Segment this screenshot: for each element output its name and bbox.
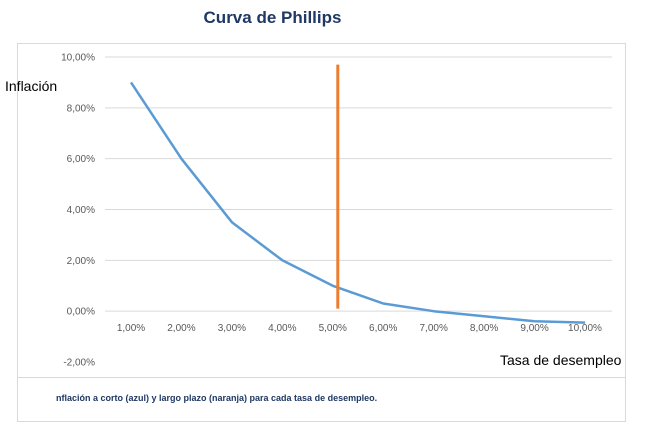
x-tick-label: 6,00% xyxy=(369,323,397,334)
short-run-curve xyxy=(129,81,586,324)
x-tick-label: 5,00% xyxy=(319,323,347,334)
y-tick-label: 8,00% xyxy=(67,103,95,114)
x-tick-label: 9,00% xyxy=(520,323,548,334)
chart-title: Curva de Phillips xyxy=(203,8,342,27)
chart-caption: nflación a corto (azul) y largo plazo (n… xyxy=(56,393,378,403)
x-tick-label: 10,00% xyxy=(568,323,602,334)
y-tick-label: -2,00% xyxy=(63,358,95,369)
x-tick-label: 2,00% xyxy=(167,323,195,334)
y-tick-label: 6,00% xyxy=(67,154,95,165)
y-tick-label: 10,00% xyxy=(61,53,95,64)
x-tick-label: 4,00% xyxy=(268,323,296,334)
y-tick-label: 0,00% xyxy=(67,307,95,318)
x-tick-label: 1,00% xyxy=(117,323,145,334)
x-tick-label: 7,00% xyxy=(419,323,447,334)
y-tick-label: 4,00% xyxy=(67,205,95,216)
x-axis-label: Tasa de desempleo xyxy=(500,352,622,368)
x-tick-label: 3,00% xyxy=(218,323,246,334)
chart-area xyxy=(17,43,626,378)
y-axis-label: Inflación xyxy=(5,78,58,94)
x-tick-label: 8,00% xyxy=(470,323,498,334)
caption-box xyxy=(17,378,626,422)
y-tick-label: 2,00% xyxy=(67,256,95,267)
